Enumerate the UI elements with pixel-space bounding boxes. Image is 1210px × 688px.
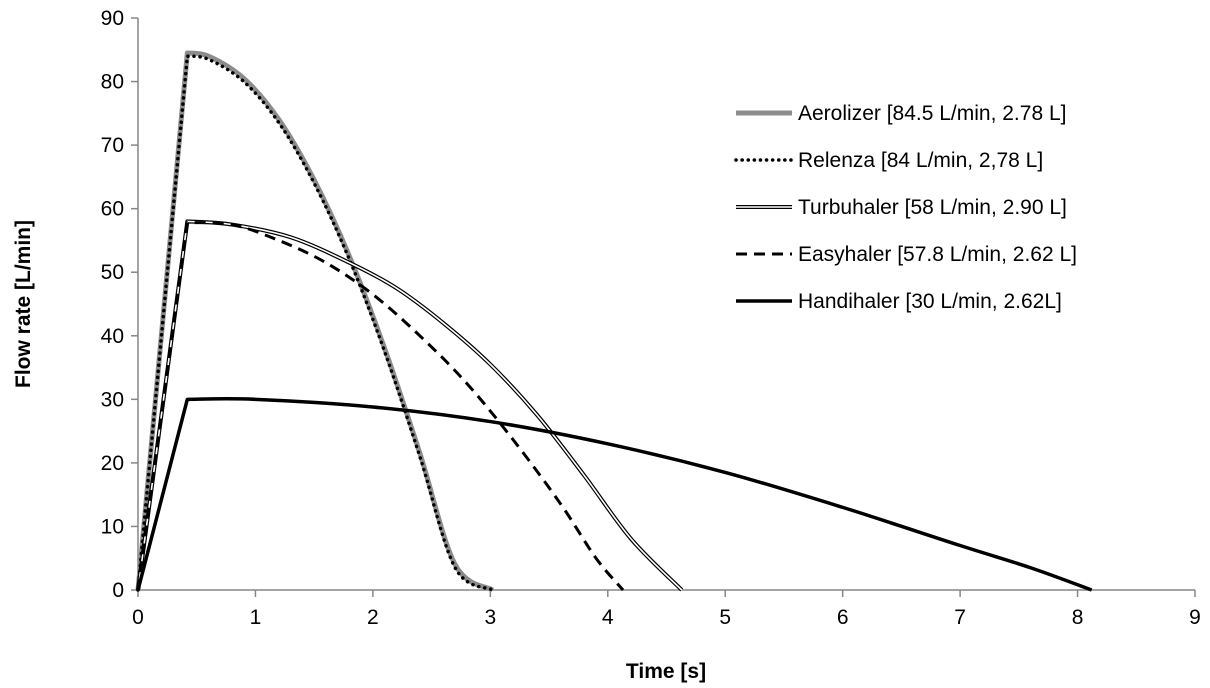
y-tick-label: 70: [101, 134, 124, 157]
y-axis-title: Flow rate [L/min]: [12, 220, 35, 388]
series-3: [136, 221, 625, 591]
x-tick-label: 5: [719, 606, 731, 629]
y-tick-label: 80: [101, 71, 124, 94]
series-4: [136, 397, 1093, 592]
series-line: [136, 221, 625, 591]
legend-label: Turbuhaler [58 L/min, 2.90 L]: [798, 196, 1067, 219]
series-2: [136, 219, 684, 592]
series-lines: [135, 50, 1093, 593]
y-tick-label: 40: [101, 325, 124, 348]
series-line: [136, 397, 1093, 592]
series-line-inner: [137, 220, 683, 591]
y-tick-label: 10: [101, 515, 124, 538]
legend-item: Easyhaler [57.8 L/min, 2.62 L]: [736, 243, 1077, 266]
plot-area: 0 10 20 30 40 50 60 70 80 90 0 1 2 3 4 5 6 7 8 9: [101, 7, 1201, 629]
y-tick-label: 90: [101, 7, 124, 30]
series-1: [136, 54, 495, 592]
legend-item: Turbuhaler [58 L/min, 2.90 L]: [736, 196, 1067, 219]
legend-label: Handihaler [30 L/min, 2.62L]: [798, 290, 1062, 313]
x-axis-title: Time [s]: [626, 660, 706, 683]
legend-label: Aerolizer [84.5 L/min, 2.78 L]: [798, 102, 1066, 125]
x-axis-ticks: 0 1 2 3 4 5 6 7 8 9: [132, 590, 1201, 629]
x-tick-label: 6: [837, 606, 849, 629]
x-tick-label: 8: [1072, 606, 1084, 629]
x-tick-label: 0: [132, 606, 144, 629]
legend-item: Handihaler [30 L/min, 2.62L]: [736, 290, 1062, 313]
legend-label: Relenza [84 L/min, 2,78 L]: [798, 149, 1043, 172]
series-line: [136, 54, 495, 592]
series-line: [136, 219, 684, 592]
y-axis-ticks: 0 10 20 30 40 50 60 70 80 90: [101, 7, 138, 602]
x-tick-label: 7: [954, 606, 966, 629]
legend-item: Relenza [84 L/min, 2,78 L]: [734, 149, 1043, 172]
y-tick-label: 20: [101, 452, 124, 475]
x-tick-label: 3: [484, 606, 496, 629]
x-tick-label: 1: [250, 606, 262, 629]
legend-item: Aerolizer [84.5 L/min, 2.78 L]: [736, 102, 1066, 125]
legend: Aerolizer [84.5 L/min, 2.78 L] Relenza [8…: [734, 102, 1077, 313]
y-tick-label: 60: [101, 198, 124, 221]
y-tick-label: 0: [112, 579, 124, 602]
legend-label: Easyhaler [57.8 L/min, 2.62 L]: [798, 243, 1077, 266]
y-tick-label: 50: [101, 261, 124, 284]
y-tick-label: 30: [101, 388, 124, 411]
x-tick-label: 4: [602, 606, 614, 629]
x-tick-label: 2: [367, 606, 379, 629]
x-tick-label: 9: [1189, 606, 1201, 629]
